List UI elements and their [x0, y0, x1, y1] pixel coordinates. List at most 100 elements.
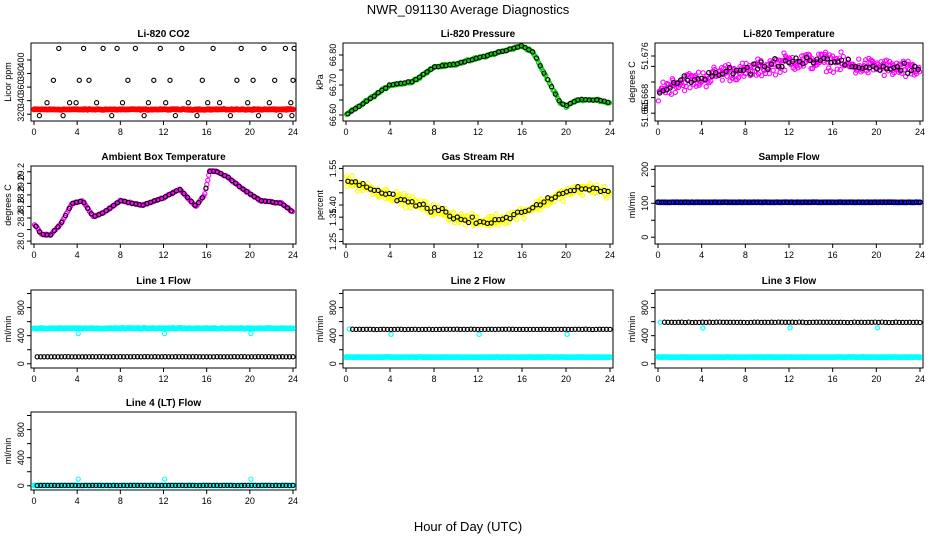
- data-point: [461, 326, 467, 332]
- data-point: [55, 224, 61, 230]
- data-point: [76, 77, 82, 83]
- data-point: [349, 173, 355, 179]
- data-point: [272, 77, 278, 83]
- data-point: [288, 208, 294, 214]
- data-layer: [655, 319, 923, 361]
- x-tick-label: 8: [431, 250, 436, 260]
- data-point: [200, 482, 206, 489]
- data-point: [289, 112, 295, 119]
- data-point: [60, 112, 66, 119]
- data-point: [76, 482, 82, 489]
- data-point: [682, 319, 688, 326]
- panel-rh: Gas Stream RH 0 4 8 12 16 20 24 1.25 1.351.40 1.55…: [315, 152, 615, 260]
- series-yellow: [343, 173, 613, 229]
- data-point: [214, 482, 220, 489]
- data-point: [786, 319, 792, 325]
- data-point: [394, 189, 400, 195]
- data-point: [700, 325, 706, 331]
- data-point: [395, 326, 401, 332]
- data-point: [821, 55, 827, 61]
- data-point: [824, 56, 831, 62]
- data-point: [203, 482, 210, 489]
- x-tick-label: 20: [245, 496, 255, 506]
- data-point: [240, 186, 246, 192]
- data-point: [706, 319, 713, 325]
- data-point: [605, 99, 611, 105]
- data-point: [770, 67, 776, 73]
- data-point: [898, 67, 904, 73]
- data-point: [55, 354, 61, 360]
- data-point: [207, 354, 213, 360]
- data-point: [443, 209, 449, 215]
- data-point: [420, 71, 426, 77]
- data-point: [44, 100, 50, 106]
- data-point: [51, 482, 58, 489]
- data-point: [38, 354, 44, 360]
- data-point: [758, 319, 764, 326]
- data-point: [50, 77, 57, 83]
- data-point: [675, 319, 682, 325]
- data-point: [127, 482, 134, 489]
- data-point: [100, 354, 106, 360]
- data-point: [428, 66, 434, 73]
- data-point: [286, 482, 293, 489]
- data-point: [579, 326, 585, 333]
- panel-title: Li-820 CO2: [137, 29, 190, 40]
- data-point: [496, 326, 502, 332]
- data-point: [266, 482, 272, 489]
- data-point: [862, 319, 868, 326]
- series-black: [345, 178, 611, 227]
- y-axis-label: ml/min: [627, 192, 637, 219]
- data-point: [813, 319, 820, 325]
- y-tick-label: 51.668: [640, 84, 650, 112]
- data-point: [72, 354, 78, 360]
- data-point: [499, 326, 505, 332]
- data-point: [210, 45, 216, 52]
- data-point: [48, 354, 54, 360]
- y-axis-label: Licor ppm: [3, 62, 13, 102]
- data-point: [724, 319, 730, 325]
- x-tick-label: 4: [387, 127, 392, 137]
- x-tick-label: 8: [431, 374, 436, 384]
- data-point: [537, 207, 543, 213]
- data-point: [544, 326, 551, 333]
- data-point: [834, 319, 840, 326]
- data-point: [196, 199, 202, 206]
- data-point: [768, 61, 775, 67]
- data-point: [681, 73, 687, 79]
- data-point: [533, 55, 540, 61]
- x-tick-label: 8: [118, 496, 123, 506]
- x-tick-label: 24: [605, 127, 615, 137]
- data-point: [575, 184, 581, 190]
- data-point: [709, 73, 715, 79]
- x-tick-label: 20: [561, 127, 571, 137]
- data-point: [845, 56, 852, 63]
- data-layer: [343, 326, 613, 361]
- data-point: [548, 84, 555, 90]
- x-tick-label: 16: [202, 250, 212, 260]
- data-point: [493, 211, 499, 217]
- panel-li820temp: Li-820 Temperature 0 4 8 12 16 20 24 51.66551.66…: [627, 29, 925, 137]
- data-point: [155, 354, 161, 360]
- series-magenta: [31, 167, 296, 238]
- data-point: [231, 354, 237, 360]
- data-point: [165, 482, 172, 489]
- data-point: [522, 44, 528, 51]
- x-tick-label: 12: [784, 127, 794, 137]
- data-point: [69, 482, 75, 489]
- series-black: [349, 326, 613, 333]
- data-point: [552, 194, 558, 200]
- y-axis-label: degrees C: [3, 184, 13, 226]
- data-point: [167, 77, 173, 83]
- data-point: [837, 319, 844, 325]
- panel-title: Line 1 Flow: [136, 276, 191, 287]
- data-point: [420, 201, 426, 207]
- data-point: [107, 205, 113, 211]
- series-black: [36, 45, 296, 119]
- x-tick-label: 12: [473, 250, 483, 260]
- data-point: [228, 354, 234, 360]
- data-point: [65, 354, 71, 360]
- data-point: [269, 354, 275, 360]
- data-point: [789, 58, 796, 65]
- data-point: [429, 326, 436, 333]
